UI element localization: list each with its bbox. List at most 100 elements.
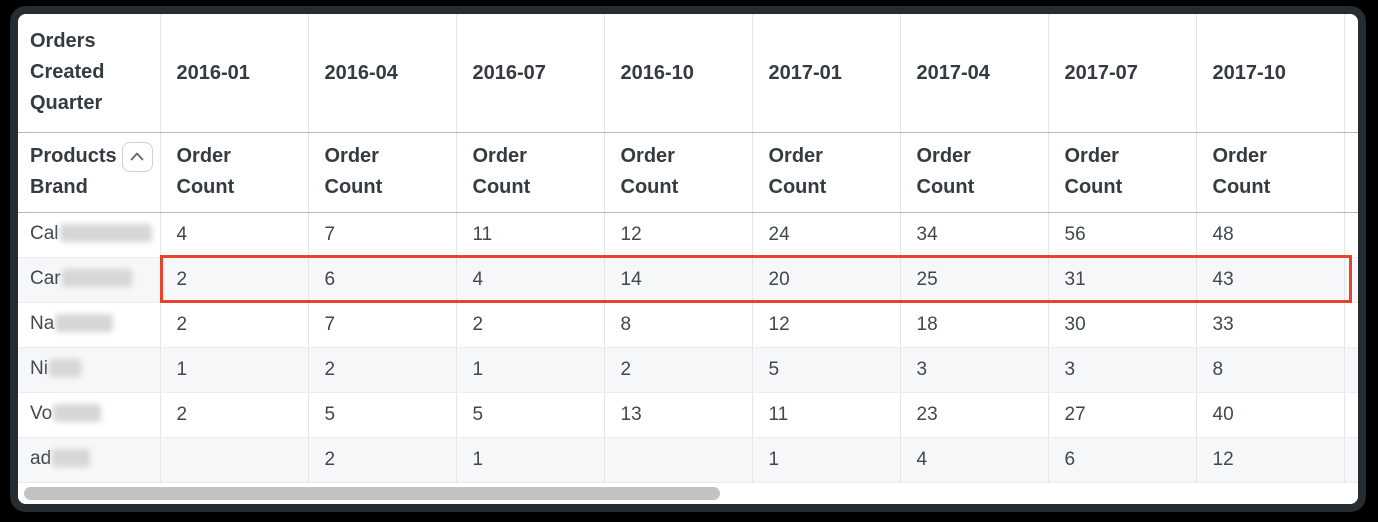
value-cell[interactable]: 3: [1048, 347, 1197, 393]
quarter-label: 2016-07: [472, 61, 546, 84]
value-cell[interactable]: 31: [1048, 257, 1197, 303]
value-cell[interactable]: 12: [752, 302, 901, 348]
value-cell[interactable]: 24: [752, 212, 901, 258]
measure-label: Order Count: [1212, 145, 1271, 198]
corner-header-label: Orders Created Quarter: [30, 30, 105, 115]
value-cell[interactable]: 3: [900, 347, 1049, 393]
quarter-header-cell[interactable]: 2017-01: [752, 14, 901, 133]
value-cell[interactable]: 6: [1048, 437, 1197, 483]
value-cell[interactable]: 8: [604, 302, 753, 348]
h-scrollbar[interactable]: [20, 485, 1356, 501]
brand-cell[interactable]: Vo: [18, 392, 161, 438]
quarter-header-cell[interactable]: 2017-04: [900, 14, 1049, 133]
measure-header-cell[interactable]: Order Count: [160, 132, 309, 213]
value-cell[interactable]: 48: [1196, 212, 1345, 258]
blurred-text: [59, 224, 152, 243]
value-cell[interactable]: 4: [456, 257, 605, 303]
quarter-header-cell[interactable]: 2017-10: [1196, 14, 1345, 133]
brand-cell[interactable]: Cal: [18, 212, 161, 258]
value-cell[interactable]: 18: [900, 302, 1049, 348]
value-cell[interactable]: 4: [900, 437, 1049, 483]
value-cell[interactable]: 6: [308, 257, 457, 303]
value-cell[interactable]: [604, 437, 753, 483]
value-cell[interactable]: 2: [160, 302, 309, 348]
table-row: Cal 4 7 11 12 24 34 56 48: [18, 212, 1358, 258]
value-cell[interactable]: 2: [308, 347, 457, 393]
measure-header-cell[interactable]: Order Count: [1048, 132, 1197, 213]
quarter-label: 2017-01: [768, 61, 842, 84]
value-cell[interactable]: 13: [604, 392, 753, 438]
value-cell[interactable]: 40: [1196, 392, 1345, 438]
value-cell[interactable]: 20: [752, 257, 901, 303]
measure-header-cell[interactable]: Order Count: [308, 132, 457, 213]
brand-prefix: ad: [30, 448, 52, 470]
quarter-header-cell[interactable]: 2017-07: [1048, 14, 1197, 133]
value-cell[interactable]: 2: [160, 392, 309, 438]
value-cell[interactable]: 11: [752, 392, 901, 438]
table-row: ad 2 1 1 4 6 12: [18, 437, 1358, 483]
value-cell[interactable]: 14: [604, 257, 753, 303]
value-cell[interactable]: [160, 437, 309, 483]
value-cell[interactable]: 25: [900, 257, 1049, 303]
blurred-text: [52, 449, 91, 468]
value-cell[interactable]: 56: [1048, 212, 1197, 258]
value-cell[interactable]: 2: [604, 347, 753, 393]
quarter-label: 2017-07: [1064, 61, 1138, 84]
blurred-text: [61, 269, 132, 288]
value-cell[interactable]: 2: [308, 437, 457, 483]
value-cell[interactable]: 12: [604, 212, 753, 258]
measure-label: Order Count: [916, 145, 975, 198]
value-cell[interactable]: 30: [1048, 302, 1197, 348]
measure-header-cell[interactable]: Order Count: [604, 132, 753, 213]
value-cell[interactable]: 7: [308, 212, 457, 258]
sort-ascending-button[interactable]: [121, 141, 153, 172]
h-scrollbar-thumb[interactable]: [24, 487, 720, 500]
measure-label: Order Count: [176, 145, 235, 198]
measure-header-cell[interactable]: Order Count: [900, 132, 1049, 213]
value-cell[interactable]: 7: [308, 302, 457, 348]
table-window: Orders Created Quarter 2016-01 2016-04 2…: [10, 6, 1366, 512]
value-cell[interactable]: 1: [456, 437, 605, 483]
dimension-label-line2: Brand: [30, 176, 88, 198]
value-cell[interactable]: 33: [1196, 302, 1345, 348]
quarter-header-cell[interactable]: 2016-01: [160, 14, 309, 133]
value-cell[interactable]: 5: [752, 347, 901, 393]
brand-cell[interactable]: Car: [18, 257, 161, 303]
clipped-column-cell: [1344, 392, 1358, 438]
corner-header-cell[interactable]: Orders Created Quarter: [18, 14, 161, 133]
quarter-header-row: Orders Created Quarter 2016-01 2016-04 2…: [18, 14, 1358, 133]
measure-header-cell[interactable]: Order Count: [456, 132, 605, 213]
value-cell[interactable]: 34: [900, 212, 1049, 258]
brand-cell[interactable]: ad: [18, 437, 161, 483]
quarter-label: 2017-10: [1212, 61, 1286, 84]
brand-cell[interactable]: Na: [18, 302, 161, 348]
quarter-header-cell[interactable]: 2016-04: [308, 14, 457, 133]
value-cell[interactable]: 43: [1196, 257, 1345, 303]
blurred-text: [48, 359, 81, 378]
value-cell[interactable]: 1: [752, 437, 901, 483]
value-cell[interactable]: 8: [1196, 347, 1345, 393]
brand-prefix: Cal: [30, 223, 59, 245]
quarter-header-cell[interactable]: 2016-10: [604, 14, 753, 133]
value-cell[interactable]: 23: [900, 392, 1049, 438]
measure-header-cell[interactable]: Order Count: [1196, 132, 1345, 213]
value-cell[interactable]: 11: [456, 212, 605, 258]
value-cell[interactable]: 12: [1196, 437, 1345, 483]
measure-label: Order Count: [620, 145, 679, 198]
value-cell[interactable]: 2: [456, 302, 605, 348]
dimension-label-line1: Products: [30, 145, 117, 167]
value-cell[interactable]: 1: [160, 347, 309, 393]
quarter-header-cell[interactable]: 2016-07: [456, 14, 605, 133]
brand-prefix: Vo: [30, 403, 53, 425]
value-cell[interactable]: 27: [1048, 392, 1197, 438]
value-cell[interactable]: 2: [160, 257, 309, 303]
measure-header-cell[interactable]: Order Count: [752, 132, 901, 213]
value-cell[interactable]: 1: [456, 347, 605, 393]
value-cell[interactable]: 5: [308, 392, 457, 438]
measure-label: Order Count: [1064, 145, 1123, 198]
dimension-header-cell[interactable]: Products Brand: [18, 132, 161, 213]
value-cell[interactable]: 5: [456, 392, 605, 438]
brand-cell[interactable]: Ni: [18, 347, 161, 393]
value-cell[interactable]: 4: [160, 212, 309, 258]
brand-prefix: Car: [30, 268, 61, 290]
